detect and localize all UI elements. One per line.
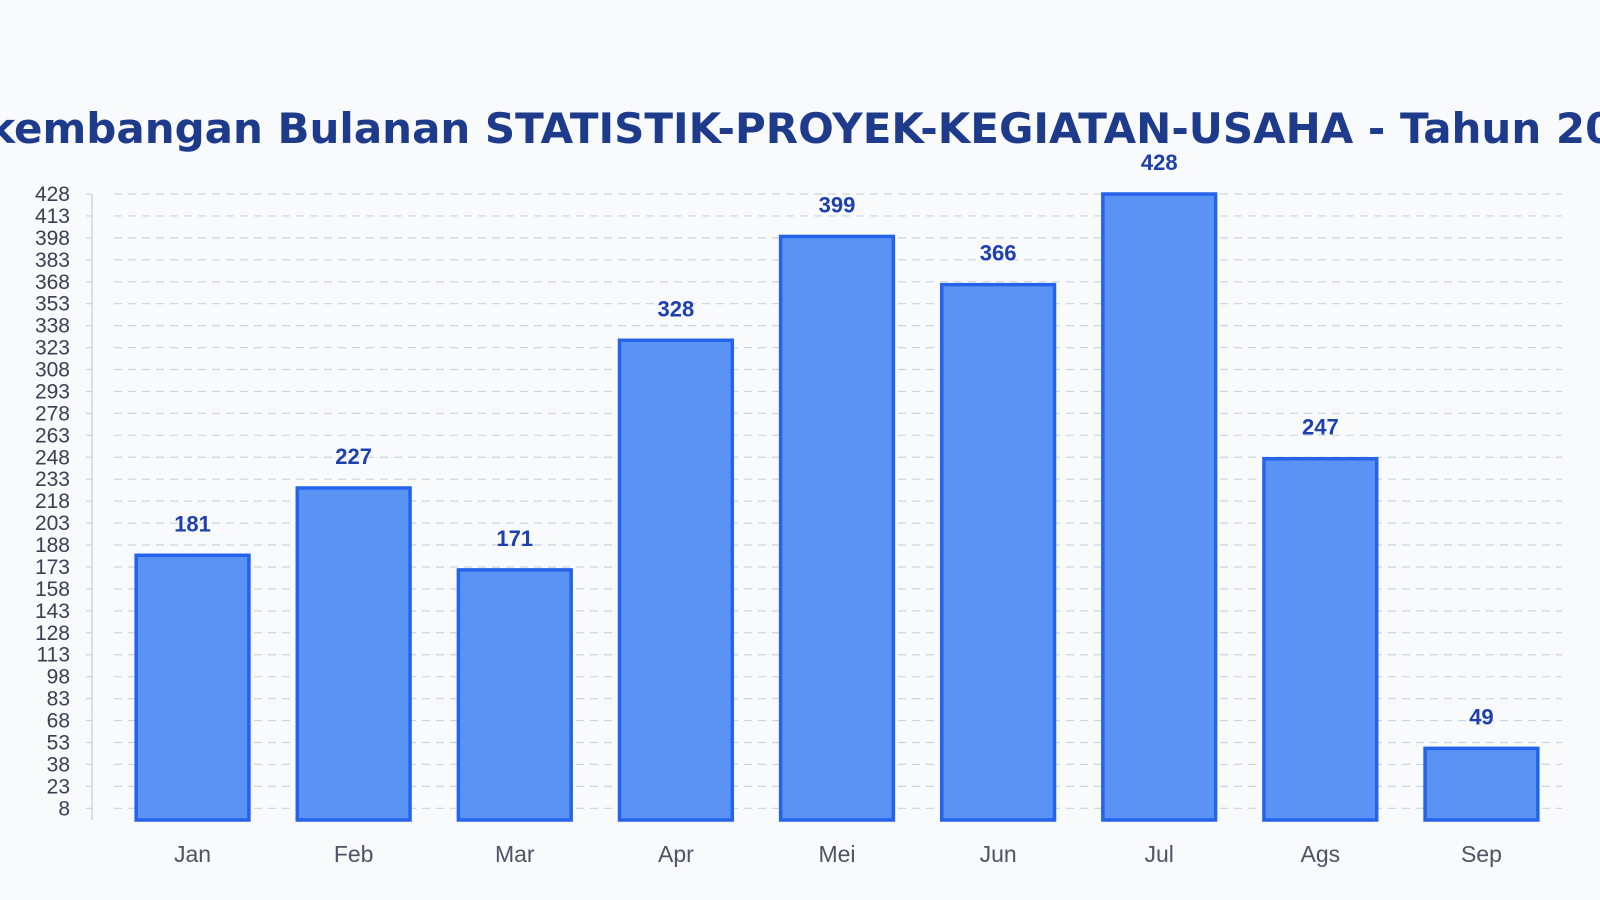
x-tick-label-mar: Mar <box>495 841 535 867</box>
y-tick-label: 368 <box>35 271 70 294</box>
y-tick-label: 398 <box>35 227 70 250</box>
y-tick-label: 233 <box>35 468 70 491</box>
x-axis: Jan Feb Mar Apr Mei Jun Jul Ags Sep <box>174 841 1502 867</box>
x-tick-label-feb: Feb <box>334 841 374 867</box>
y-tick-label: 428 <box>35 183 70 206</box>
value-label-ags: 247 <box>1302 415 1339 440</box>
y-tick-label: 323 <box>35 337 70 360</box>
bar-feb <box>295 486 412 822</box>
value-label-jan: 181 <box>174 511 211 536</box>
x-tick-label-jan: Jan <box>174 841 211 867</box>
y-tick-label: 203 <box>35 512 70 535</box>
y-tick-label: 98 <box>47 666 70 689</box>
y-tick-label: 113 <box>37 644 70 667</box>
y-tick-label: 53 <box>47 731 70 754</box>
y-tick-label: 143 <box>35 600 70 623</box>
y-tick-label: 68 <box>47 710 70 733</box>
y-tick-label: 173 <box>35 556 70 579</box>
y-tick-label: 218 <box>35 490 70 513</box>
x-tick-label-sep: Sep <box>1461 841 1502 867</box>
value-label-feb: 227 <box>335 444 372 469</box>
value-label-jul: 428 <box>1141 150 1178 175</box>
y-tick-label: 338 <box>35 315 70 338</box>
value-label-mar: 171 <box>496 526 533 551</box>
bar-apr <box>617 338 735 822</box>
bar-ags <box>1262 456 1379 822</box>
value-labels: 181 227 171 328 399 366 428 247 49 <box>174 150 1493 729</box>
y-tick-label: 263 <box>35 424 70 447</box>
value-label-mei: 399 <box>819 192 856 217</box>
y-tick-label: 383 <box>35 249 70 272</box>
y-axis: 8233853688398113128143158173188203218233… <box>35 183 93 820</box>
y-tick-label: 278 <box>35 402 70 425</box>
y-tick-label: 413 <box>35 205 70 228</box>
x-tick-label-mei: Mei <box>818 841 855 867</box>
y-tick-label: 158 <box>35 578 70 601</box>
bar-jun <box>939 282 1057 822</box>
value-label-jun: 366 <box>980 241 1017 266</box>
bar-mei <box>778 234 896 822</box>
x-tick-label-jun: Jun <box>980 841 1017 867</box>
y-tick-label: 188 <box>35 534 70 557</box>
x-tick-label-apr: Apr <box>658 841 694 867</box>
x-tick-label-ags: Ags <box>1301 841 1341 867</box>
bars <box>134 192 1540 822</box>
x-tick-label-jul: Jul <box>1145 841 1174 867</box>
y-tick-label: 83 <box>47 688 70 711</box>
y-tick-label: 38 <box>47 753 70 776</box>
y-tick-label: 8 <box>58 797 70 820</box>
y-tick-label: 248 <box>35 446 70 469</box>
y-tick-label: 128 <box>35 622 70 645</box>
bar-mar <box>456 568 573 822</box>
y-tick-label: 293 <box>35 380 70 403</box>
chart-title: Perkembangan Bulanan STATISTIK-PROYEK-KE… <box>0 104 1600 153</box>
value-label-sep: 49 <box>1469 704 1493 729</box>
y-tick-label: 23 <box>47 775 70 798</box>
bar-jan <box>134 553 251 822</box>
value-label-apr: 328 <box>658 296 695 321</box>
bar-sep <box>1423 746 1540 822</box>
bar-jul <box>1101 192 1218 822</box>
y-tick-label: 308 <box>35 359 70 382</box>
y-tick-label: 353 <box>35 293 70 316</box>
